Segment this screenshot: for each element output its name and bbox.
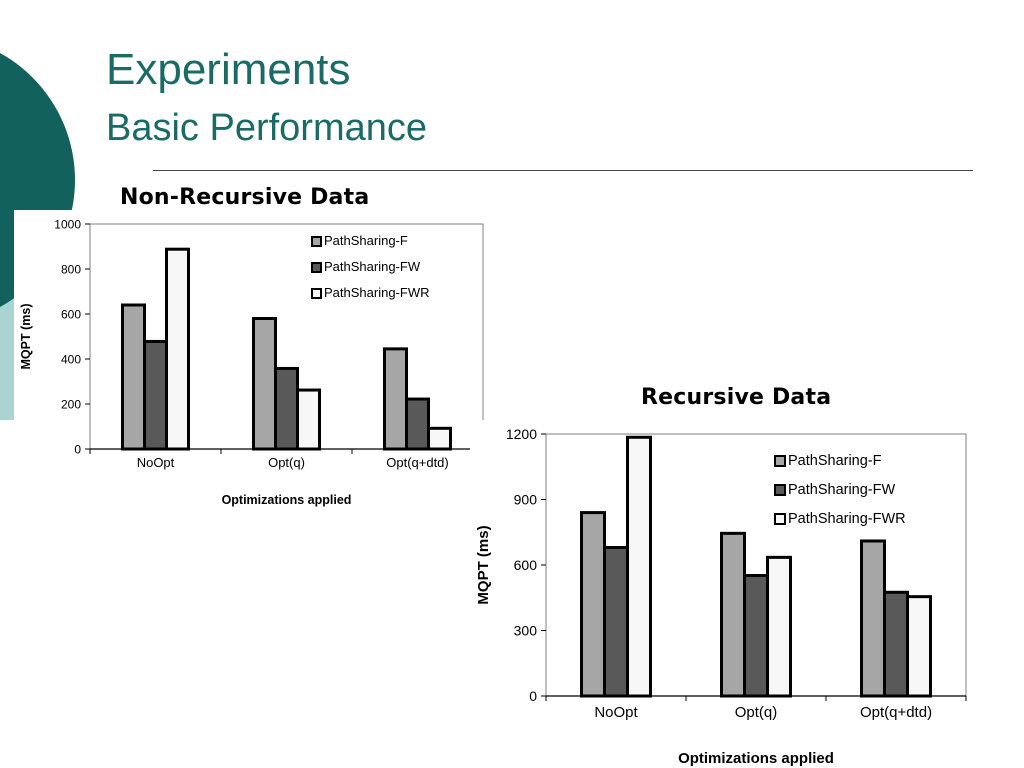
bar-1 xyxy=(121,303,146,451)
y-tick-label: 400 xyxy=(61,352,81,366)
non-recursive-heading: Non-Recursive Data xyxy=(120,185,370,210)
bar-3 xyxy=(165,247,190,451)
x-axis-title: Optimizations applied xyxy=(222,493,352,507)
slide-title: Experiments xyxy=(106,45,351,94)
y-tick-label: 300 xyxy=(514,623,538,639)
bar-3 xyxy=(296,388,321,451)
y-tick-label: 0 xyxy=(74,442,81,456)
legend-swatch-1 xyxy=(774,455,786,467)
recursive-heading: Recursive Data xyxy=(641,385,832,410)
y-tick-label: 1000 xyxy=(54,217,81,231)
x-category-label: Opt(q) xyxy=(268,455,305,470)
bar-2 xyxy=(143,339,168,451)
title-divider xyxy=(153,170,973,171)
y-tick-label: 600 xyxy=(514,557,538,573)
y-tick-label: 800 xyxy=(61,262,81,276)
legend-swatch-3 xyxy=(311,288,322,299)
y-tick-label: 200 xyxy=(61,397,81,411)
y-axis-title: MQPT (ms) xyxy=(19,304,33,370)
bar-2 xyxy=(603,546,629,698)
legend-swatch-2 xyxy=(311,262,322,273)
bar-3 xyxy=(906,595,932,698)
slide-subtitle: Basic Performance xyxy=(106,107,428,149)
non-recursive-chart: 0 200 400 600 800 1000 NoOpt Opt(q) Opt(q+dtd) Op… xyxy=(14,210,494,515)
x-axis-title: Optimizations applied xyxy=(678,750,834,767)
legend-label-3: PathSharing-FWR xyxy=(788,511,906,527)
bar-2 xyxy=(405,397,430,451)
y-tick-label: 600 xyxy=(61,307,81,321)
bar-1 xyxy=(860,539,886,698)
y-tick-label: 0 xyxy=(529,688,537,704)
x-category-label: NoOpt xyxy=(594,704,638,721)
legend-swatch-1 xyxy=(311,236,322,247)
legend-label-3: PathSharing-FWR xyxy=(324,285,429,300)
bar-2 xyxy=(743,573,769,698)
bar-2 xyxy=(883,590,909,698)
bar-1 xyxy=(580,511,606,698)
x-category-label: NoOpt xyxy=(137,455,175,470)
y-tick-label: 900 xyxy=(514,492,538,508)
bar-3 xyxy=(766,555,792,698)
legend-swatch-3 xyxy=(774,513,786,525)
bar-3 xyxy=(626,435,652,698)
legend-swatch-2 xyxy=(774,484,786,496)
x-category-label: Opt(q) xyxy=(735,704,778,721)
legend-label-2: PathSharing-FW xyxy=(324,259,421,274)
legend-label-2: PathSharing-FW xyxy=(788,482,895,498)
bar-2 xyxy=(274,366,299,451)
bar-1 xyxy=(252,317,277,451)
bar-3 xyxy=(427,426,452,451)
recursive-chart: 0 300 600 900 1200 NoOpt Opt(q) Opt(q+dtd) Optim… xyxy=(470,420,980,768)
legend-label-1: PathSharing-F xyxy=(788,453,882,469)
bar-1 xyxy=(720,531,746,698)
y-tick-label: 1200 xyxy=(506,426,537,442)
x-category-label: Opt(q+dtd) xyxy=(386,455,449,470)
legend-label-1: PathSharing-F xyxy=(324,233,408,248)
x-category-label: Opt(q+dtd) xyxy=(860,704,932,721)
bar-1 xyxy=(383,347,408,451)
y-axis-title: MQPT (ms) xyxy=(475,525,492,604)
